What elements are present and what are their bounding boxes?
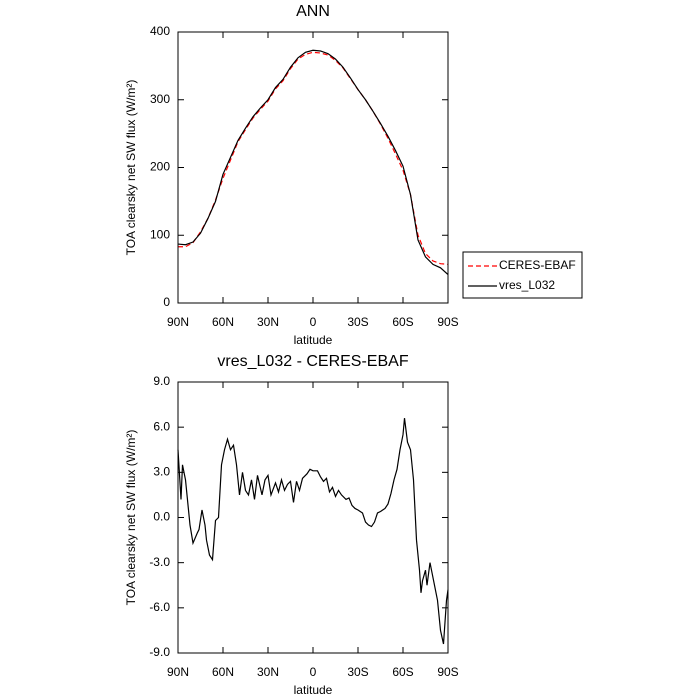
x-tick-label: 90N <box>167 665 189 679</box>
data-line <box>177 418 449 645</box>
x-tick-label: 0 <box>310 315 317 329</box>
x-tick-label: 90S <box>437 315 458 329</box>
y-tick-label: 100 <box>150 227 170 241</box>
legend-label: CERES-EBAF <box>499 258 576 272</box>
y-tick-label: -6.0 <box>149 600 170 614</box>
x-tick-label: 60N <box>212 665 234 679</box>
y-tick-label: 300 <box>150 92 170 106</box>
x-tick-label: 60S <box>392 315 413 329</box>
plot-frame <box>177 381 449 654</box>
data-line <box>178 51 449 265</box>
x-tick-label: 30N <box>257 315 279 329</box>
plot-frame <box>177 31 449 304</box>
x-tick-label: 30S <box>347 665 368 679</box>
legend-label: vres_L032 <box>499 278 555 292</box>
x-tick-label: 90N <box>167 315 189 329</box>
x-axis-label: latitude <box>294 683 333 697</box>
y-tick-label: -9.0 <box>149 645 170 659</box>
y-tick-label: 400 <box>150 24 170 38</box>
x-tick-label: 0 <box>310 665 317 679</box>
x-axis-label: latitude <box>294 333 333 347</box>
x-tick-label: 60N <box>212 315 234 329</box>
y-tick-label: 0.0 <box>153 510 170 524</box>
y-axis-label: TOA clearsky net SW flux (W/m²) <box>124 80 138 256</box>
chart-title: ANN <box>296 3 330 20</box>
y-tick-label: 200 <box>150 160 170 174</box>
y-tick-label: 9.0 <box>153 374 170 388</box>
y-axis-label: TOA clearsky net SW flux (W/m²) <box>124 430 138 606</box>
x-tick-label: 90S <box>437 665 458 679</box>
y-tick-label: 3.0 <box>153 465 170 479</box>
data-line <box>177 49 449 275</box>
chart-title: vres_L032 - CERES-EBAF <box>217 353 408 370</box>
y-tick-label: 6.0 <box>153 419 170 433</box>
x-tick-label: 30N <box>257 665 279 679</box>
y-tick-label: 0 <box>163 295 170 309</box>
y-tick-label: -3.0 <box>149 555 170 569</box>
legend-box <box>462 251 583 299</box>
x-tick-label: 30S <box>347 315 368 329</box>
x-tick-label: 60S <box>392 665 413 679</box>
